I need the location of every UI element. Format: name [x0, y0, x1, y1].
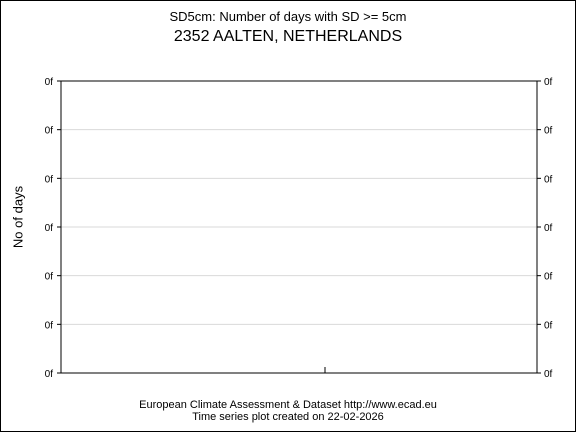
y-tick-label-right: 0f [544, 320, 553, 331]
y-tick-label-left: 0f [45, 126, 54, 137]
footer-created: Time series plot created on 22-02-2026 [192, 411, 384, 423]
y-tick-label-left: 0f [45, 223, 54, 234]
chart-title: 2352 AALTEN, NETHERLANDS [173, 28, 403, 45]
y-tick-label-right: 0f [544, 272, 553, 283]
y-tick-label-left: 0f [45, 77, 54, 88]
y-tick-label-right: 0f [544, 126, 553, 137]
y-tick-label-right: 0f [544, 77, 553, 88]
y-tick-label-left: 0f [45, 272, 54, 283]
y-tick-label-right: 0f [544, 223, 553, 234]
y-tick-label-right: 0f [544, 174, 553, 185]
y-tick-label-right: 0f [544, 369, 553, 380]
y-tick-label-left: 0f [45, 174, 54, 185]
footer-source: European Climate Assessment & Dataset ht… [139, 399, 437, 411]
chart-subtitle: SD5cm: Number of days with SD >= 5cm [169, 9, 407, 24]
y-tick-label-left: 0f [45, 320, 54, 331]
y-tick-label-left: 0f [45, 369, 54, 380]
